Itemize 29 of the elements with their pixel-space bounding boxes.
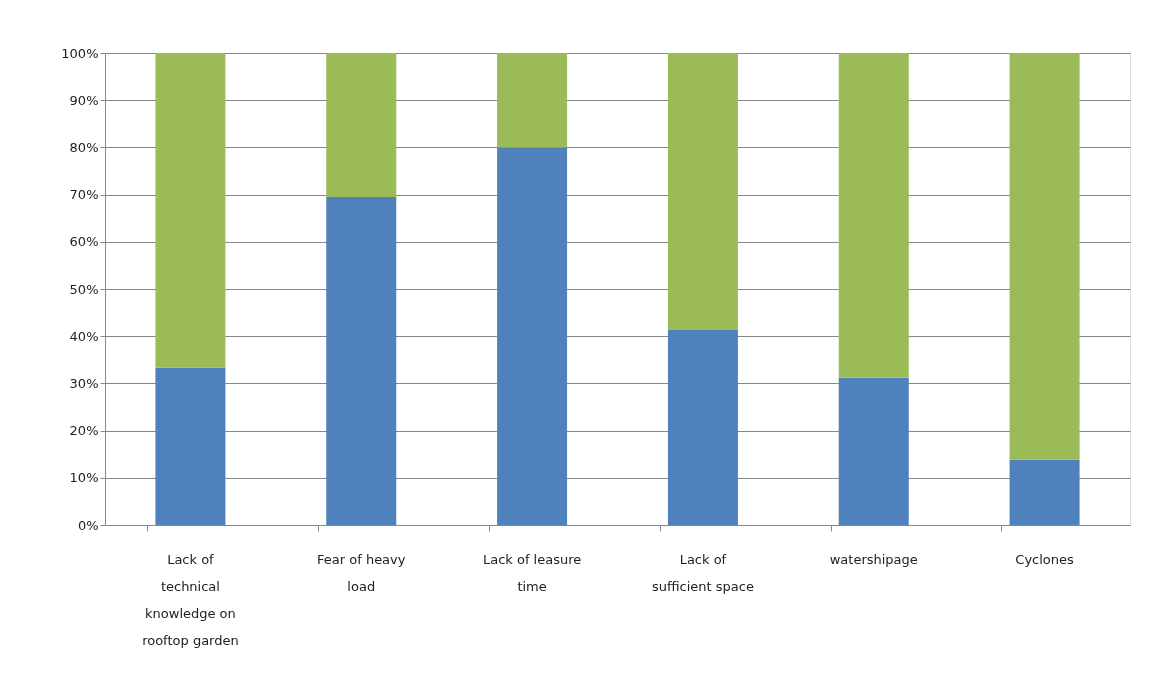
y-tick-label: 70% bbox=[69, 187, 99, 203]
bar bbox=[838, 53, 909, 378]
bar bbox=[155, 53, 226, 368]
bar bbox=[1009, 53, 1080, 460]
bar bbox=[497, 53, 568, 148]
y-tick-label: 100% bbox=[61, 45, 99, 61]
x-tick-label: Fear of heavy load bbox=[317, 551, 406, 594]
x-tick-label: Lack of leasure time bbox=[482, 551, 582, 594]
bar bbox=[326, 196, 397, 525]
bar bbox=[155, 367, 226, 525]
x-tick-label: Lack of technical knowledge on rooftop garden bbox=[142, 551, 239, 648]
bar bbox=[497, 147, 568, 525]
y-tick-label: 0% bbox=[77, 517, 99, 533]
bar bbox=[667, 53, 738, 331]
y-tick-label: 40% bbox=[69, 328, 99, 344]
x-tick-label: Cyclones bbox=[1015, 551, 1075, 567]
y-tick-label: 20% bbox=[69, 423, 99, 439]
y-tick-label: 80% bbox=[69, 139, 99, 155]
y-tick-label: 30% bbox=[69, 375, 99, 391]
x-tick-label: watershipage bbox=[829, 551, 918, 567]
y-tick-label: 10% bbox=[69, 470, 99, 486]
x-tick-label: Lack of sufficient space bbox=[651, 551, 754, 594]
bar bbox=[667, 330, 738, 525]
bar bbox=[326, 53, 397, 197]
y-tick-label: 90% bbox=[69, 92, 99, 108]
y-tick-label: 60% bbox=[69, 234, 99, 250]
bar bbox=[1009, 459, 1080, 525]
y-tick-label: 50% bbox=[69, 281, 99, 297]
bar bbox=[838, 377, 909, 525]
